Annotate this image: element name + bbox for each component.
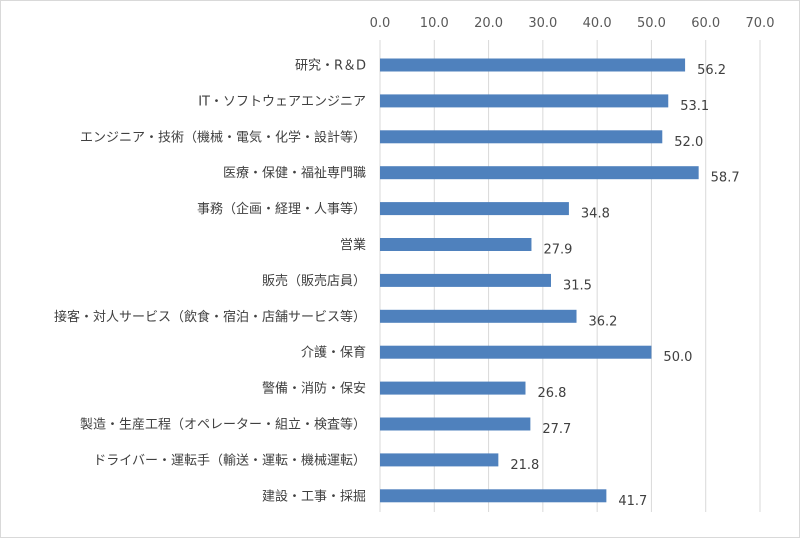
data-label: 21.8 — [510, 458, 539, 473]
data-label: 41.7 — [618, 494, 647, 509]
category-labels: 研究・R＆D IT・ソフトウェアエンジニアエンジニア・技術（機械・電気・化学・設計… — [54, 59, 366, 505]
x-tick-label: 60.0 — [691, 16, 720, 31]
category-label: 介護・保育 — [301, 345, 366, 361]
data-label: 31.5 — [563, 278, 592, 293]
bar — [380, 489, 607, 503]
category-label: エンジニア・技術（機械・電気・化学・設計等） — [80, 129, 366, 145]
x-tick-label: 40.0 — [583, 16, 612, 31]
bars — [380, 58, 699, 503]
category-label: 医療・保健・福祉専門職 — [223, 166, 366, 181]
data-label: 50.0 — [663, 350, 692, 365]
data-label: 27.7 — [542, 422, 571, 437]
bar — [380, 166, 699, 180]
bar — [380, 345, 652, 359]
x-tick-label: 10.0 — [420, 16, 449, 31]
bar — [380, 417, 531, 431]
data-label: 53.1 — [680, 99, 709, 114]
bar — [380, 453, 499, 467]
grid-lines — [379, 40, 761, 512]
x-tick-label: 20.0 — [474, 16, 503, 31]
category-label: 研究・R＆D — [295, 59, 366, 74]
x-tick-label: 30.0 — [528, 16, 557, 31]
bar — [380, 273, 551, 287]
bar — [380, 238, 532, 251]
bar — [380, 94, 669, 108]
bar — [380, 381, 526, 395]
data-label: 52.0 — [674, 135, 703, 150]
category-label: 販売（販売店員） — [262, 273, 366, 289]
category-label: 製造・生産工程（オペレーター・組立・検査等） — [80, 417, 366, 433]
x-tick-label: 0.0 — [370, 16, 391, 31]
value-labels: 56.2 53.1 52.0 58.7 34.8 27.9 31.5 36.2 50.0 26.8… — [510, 63, 739, 509]
bar — [380, 130, 663, 144]
bar — [380, 58, 686, 72]
x-axis-ticks: 0.0 10.0 20.0 30.0 40.0 50.0 60.0 70.0 — [370, 16, 775, 31]
data-label: 27.9 — [543, 243, 572, 258]
category-label: IT・ソフトウェアエンジニア — [198, 94, 366, 109]
category-label: ドライバー・運転手（輸送・運転・機械運転） — [93, 453, 366, 468]
data-label: 36.2 — [589, 314, 618, 329]
category-label: 警備・消防・保安 — [262, 381, 366, 397]
category-label: 建設・工事・採掘 — [262, 488, 366, 504]
category-label: 接客・対人サービス（飲食・宿泊・店舗サービス等） — [54, 309, 366, 325]
category-label: 事務（企画・経理・人事等） — [197, 201, 366, 217]
bar — [380, 309, 577, 323]
x-tick-label: 70.0 — [746, 16, 775, 31]
category-label: 営業 — [340, 237, 366, 253]
data-label: 56.2 — [697, 63, 726, 78]
x-tick-label: 50.0 — [637, 16, 666, 31]
data-label: 34.8 — [581, 207, 610, 222]
data-label: 26.8 — [537, 386, 566, 401]
data-label: 58.7 — [711, 171, 740, 186]
bar — [380, 202, 569, 216]
